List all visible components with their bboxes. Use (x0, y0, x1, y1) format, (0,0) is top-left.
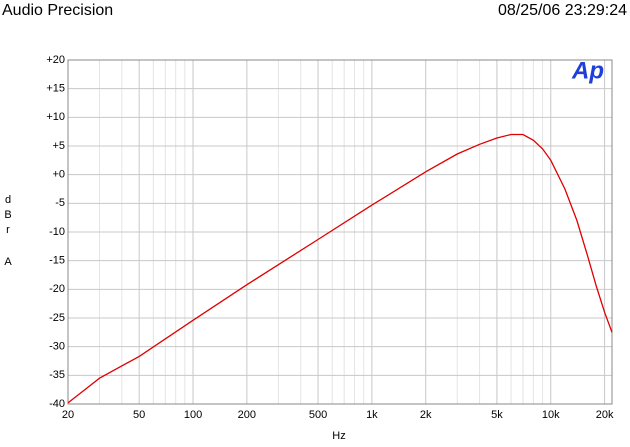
x-tick-label: 200 (238, 409, 256, 421)
x-tick-label: 10k (542, 409, 560, 421)
y-tick-label: -5 (55, 197, 65, 209)
y-tick-label: +0 (52, 169, 65, 181)
y-tick-label: -15 (49, 255, 65, 267)
x-tick-label: 20 (62, 409, 74, 421)
y-tick-label: +10 (46, 111, 65, 123)
y-tick-label: +15 (46, 83, 65, 95)
x-tick-label: 5k (491, 409, 503, 421)
y-tick-label: -35 (49, 369, 65, 381)
x-tick-label: 2k (420, 409, 432, 421)
y-axis-label: B (4, 209, 11, 221)
y-tick-label: -40 (49, 398, 65, 410)
timestamp: 08/25/06 23:29:24 (498, 2, 627, 19)
brand: Audio Precision (2, 2, 113, 19)
y-axis-label: A (4, 256, 12, 268)
y-axis-label: r (6, 224, 10, 236)
y-tick-label: -30 (49, 341, 65, 353)
x-tick-label: 500 (309, 409, 327, 421)
x-axis-label: Hz (332, 430, 345, 442)
y-tick-label: +5 (52, 140, 65, 152)
x-tick-label: 20k (596, 409, 614, 421)
logo: Ap (571, 57, 604, 84)
x-tick-label: 1k (366, 409, 378, 421)
y-tick-label: -25 (49, 312, 65, 324)
x-tick-label: 100 (184, 409, 202, 421)
y-tick-label: +20 (46, 54, 65, 66)
y-tick-label: -20 (49, 283, 65, 295)
line-series (67, 133, 613, 404)
plot-frame (67, 59, 613, 405)
x-tick-label: 50 (133, 409, 145, 421)
y-tick-label: -10 (49, 226, 65, 238)
y-axis-label: d (5, 194, 11, 206)
